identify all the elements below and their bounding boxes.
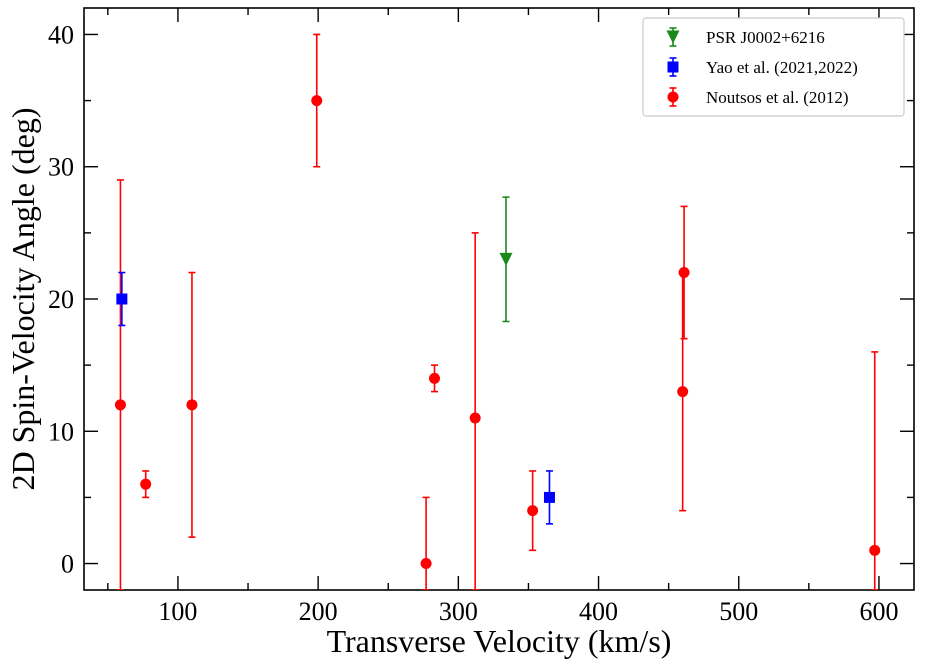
legend-marker <box>667 61 679 73</box>
data-point <box>116 293 128 305</box>
plot-area <box>83 7 915 591</box>
data-point <box>543 491 555 503</box>
data-point <box>114 399 126 411</box>
y-tick-label: 40 <box>48 20 74 49</box>
data-point <box>678 267 690 279</box>
legend-label: Yao et al. (2021,2022) <box>706 58 858 77</box>
x-tick-label: 200 <box>299 597 338 626</box>
legend-box <box>642 17 905 117</box>
x-tick-label: 400 <box>579 597 618 626</box>
x-axis-title: Transverse Velocity (km/s) <box>327 623 672 659</box>
x-tick-label: 100 <box>158 597 197 626</box>
data-point <box>869 544 881 556</box>
legend-marker <box>666 30 680 44</box>
data-point <box>420 558 432 570</box>
series-noutsos-et-al-2012 <box>114 33 881 590</box>
y-tick-label: 10 <box>48 417 74 446</box>
data-point <box>469 412 481 424</box>
data-point <box>677 386 689 398</box>
legend-label: PSR J0002+6216 <box>706 28 825 47</box>
data-point <box>429 372 441 384</box>
y-tick-label: 20 <box>48 285 74 314</box>
data-point <box>186 399 198 411</box>
y-tick-label: 0 <box>61 550 74 579</box>
data-point <box>311 95 323 107</box>
y-axis-title: 2D Spin-Velocity Angle (deg) <box>5 107 41 490</box>
data-point <box>140 478 152 490</box>
y-tick-label: 30 <box>48 153 74 182</box>
data-layer <box>114 33 881 590</box>
data-point <box>499 252 513 266</box>
data-point <box>527 505 539 517</box>
x-tick-label: 600 <box>859 597 898 626</box>
legend: PSR J0002+6216 Yao et al. (2021,2022) Nout… <box>642 17 905 117</box>
x-axis: 100 200 300 400 500 600 <box>107 8 898 626</box>
legend-item-psr-j0002-6216: PSR J0002+6216 <box>666 27 825 47</box>
legend-label: Noutsos et al. (2012) <box>706 88 849 107</box>
legend-item-yao-et-al-2021-2022: Yao et al. (2021,2022) <box>667 57 858 77</box>
series-psr-j0002-6216 <box>499 196 513 323</box>
x-tick-label: 300 <box>439 597 478 626</box>
x-tick-label: 500 <box>719 597 758 626</box>
series-yao-et-al-2021-2022 <box>116 271 555 525</box>
legend-marker <box>667 91 679 103</box>
legend-item-noutsos-et-al-2012: Noutsos et al. (2012) <box>667 87 849 107</box>
